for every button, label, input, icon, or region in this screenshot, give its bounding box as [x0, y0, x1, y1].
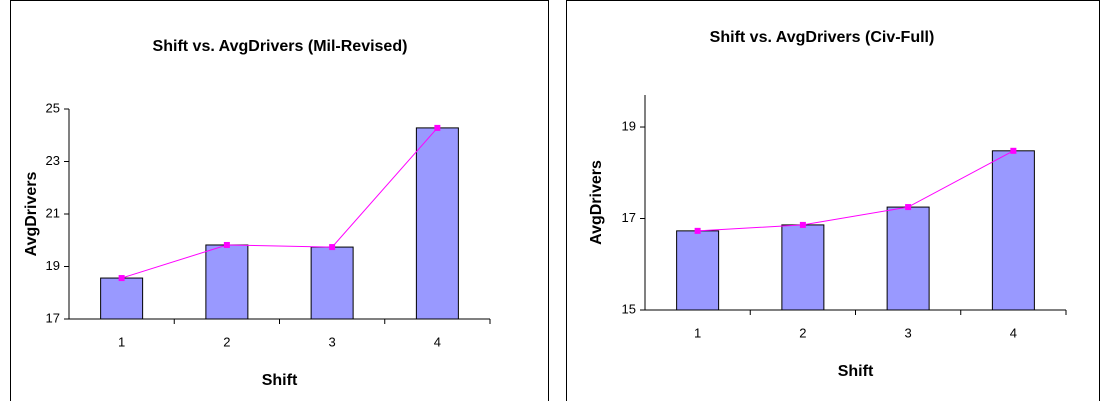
- bar: [991, 150, 1035, 311]
- x-axis-title: Shift: [262, 372, 298, 389]
- bar: [310, 246, 354, 320]
- chart-title: Shift vs. AvgDrivers (Civ-Full): [710, 29, 935, 46]
- x-tick-label: 4: [1010, 325, 1017, 340]
- bar: [415, 127, 459, 320]
- chart-title: Shift vs. AvgDrivers (Mil-Revised): [153, 38, 408, 55]
- x-tick-label: 1: [694, 325, 701, 340]
- y-tick-label: 19: [46, 258, 60, 273]
- x-tick-label: 4: [434, 334, 441, 349]
- x-tick-label: 3: [905, 325, 912, 340]
- bar: [100, 277, 144, 320]
- x-tick-label: 2: [223, 334, 230, 349]
- y-tick-label: 17: [622, 210, 636, 225]
- line-marker: [1010, 147, 1017, 154]
- x-tick-label: 1: [118, 334, 125, 349]
- bar: [205, 244, 249, 320]
- line: [697, 150, 1014, 232]
- y-tick-label: 17: [46, 310, 60, 325]
- y-tick-label: 21: [46, 205, 60, 220]
- line-marker: [905, 204, 912, 211]
- line-marker: [329, 244, 336, 251]
- bar: [886, 206, 930, 311]
- y-tick-label: 23: [46, 153, 60, 168]
- x-axis-title: Shift: [838, 363, 874, 380]
- line-marker: [118, 275, 125, 282]
- y-tick-label: 15: [622, 301, 636, 316]
- line-marker: [434, 124, 441, 131]
- chart-frame: [10, 0, 549, 401]
- y-tick-label: 25: [46, 100, 60, 115]
- x-tick-label: 3: [329, 334, 336, 349]
- bar: [676, 230, 720, 311]
- y-tick-label: 19: [622, 118, 636, 133]
- line-marker: [694, 227, 701, 234]
- x-tick-label: 2: [799, 325, 806, 340]
- line-marker: [799, 221, 806, 228]
- y-axis-title: AvgDrivers: [588, 160, 605, 245]
- line-marker: [223, 241, 230, 248]
- line: [121, 127, 438, 279]
- bar: [781, 224, 825, 311]
- y-axis-title: AvgDrivers: [23, 172, 40, 257]
